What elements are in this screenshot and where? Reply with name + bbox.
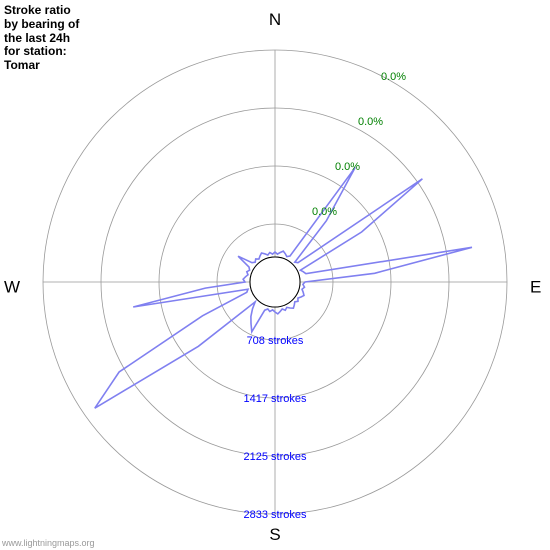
svg-text:0.0%: 0.0%	[312, 206, 337, 218]
svg-text:708 strokes: 708 strokes	[247, 335, 304, 347]
svg-text:S: S	[269, 525, 280, 544]
svg-text:N: N	[269, 10, 281, 29]
svg-text:1417 strokes: 1417 strokes	[244, 393, 307, 405]
svg-text:0.0%: 0.0%	[358, 116, 383, 128]
polar-chart: N E S W 0.0% 0.0% 0.0% 0.0% 708 strokes 1417 stro…	[0, 0, 550, 550]
chart-container: Stroke ratio by bearing of the last 24h …	[0, 0, 550, 550]
svg-text:2833 strokes: 2833 strokes	[244, 509, 307, 521]
svg-text:0.0%: 0.0%	[381, 71, 406, 83]
svg-text:E: E	[530, 277, 541, 296]
svg-text:0.0%: 0.0%	[335, 161, 360, 173]
svg-text:2125 strokes: 2125 strokes	[244, 451, 307, 463]
svg-text:W: W	[4, 277, 20, 296]
footer-credit: www.lightningmaps.org	[2, 538, 95, 548]
